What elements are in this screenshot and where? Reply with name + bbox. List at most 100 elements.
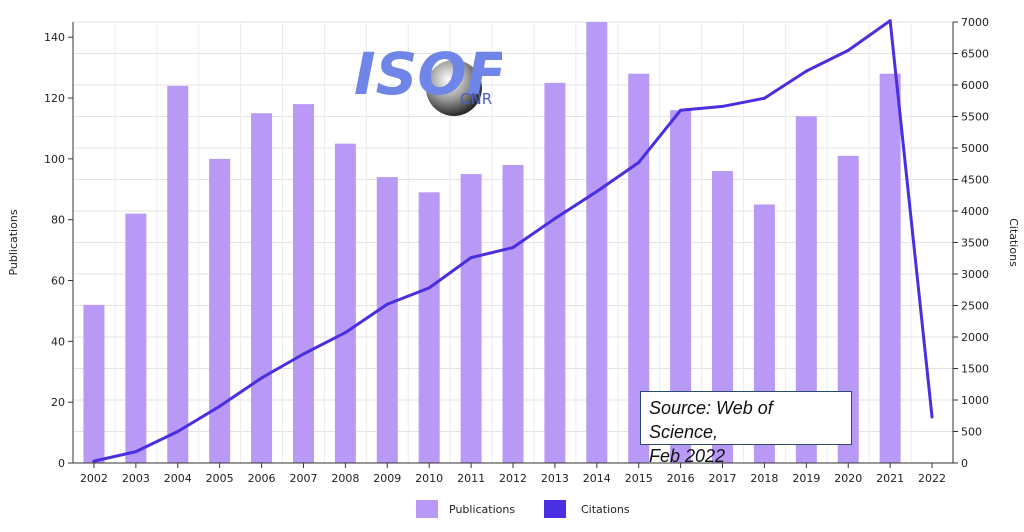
y-tick-label: 120 — [44, 92, 65, 105]
y2-tick-label: 4000 — [961, 205, 989, 218]
point-citations-2014[interactable] — [595, 189, 599, 193]
y2-tick-label: 2000 — [961, 331, 989, 344]
bar-publications-2013[interactable] — [544, 82, 566, 464]
x-tick-label: 2013 — [541, 472, 569, 485]
point-citations-2008[interactable] — [343, 331, 347, 335]
y-tick-label: 140 — [44, 31, 65, 44]
y2-tick-label: 500 — [961, 426, 982, 439]
x-tick-label: 2010 — [415, 472, 443, 485]
x-tick-label: 2005 — [206, 472, 234, 485]
point-citations-2020[interactable] — [846, 48, 850, 52]
x-tick-label: 2016 — [667, 472, 695, 485]
x-tick-label: 2008 — [331, 472, 359, 485]
y-axis-title: Publications — [7, 209, 20, 275]
y-tick-label: 40 — [51, 335, 65, 348]
legend-swatch-citations[interactable] — [544, 500, 566, 518]
source-annotation: Source: Web of Science, Feb 2022 — [640, 391, 852, 466]
bar-publications-2021[interactable] — [879, 73, 901, 464]
point-citations-2011[interactable] — [469, 256, 473, 260]
isof-cnr-logo: ISOF CNR — [352, 38, 502, 118]
x-tick-label: 2019 — [792, 472, 820, 485]
legend-layer: Publications Citations — [416, 500, 630, 518]
y2-tick-label: 6500 — [961, 48, 989, 61]
y2-tick-label: 6000 — [961, 79, 989, 92]
point-citations-2016[interactable] — [679, 108, 683, 112]
source-line-2: Feb 2022 — [649, 446, 726, 466]
bar-publications-2005[interactable] — [209, 158, 231, 464]
x-tick-label: 2002 — [80, 472, 108, 485]
bar-publications-2017[interactable] — [712, 171, 734, 463]
point-citations-2004[interactable] — [176, 430, 180, 433]
bar-publications-2008[interactable] — [334, 143, 356, 464]
point-citations-2005[interactable] — [218, 404, 222, 408]
bar-publications-2020[interactable] — [837, 155, 859, 464]
bar-publications-2007[interactable] — [292, 104, 314, 463]
x-tick-label: 2017 — [709, 472, 737, 485]
bars-layer — [83, 22, 901, 464]
y2-tick-label: 5000 — [961, 142, 989, 155]
y2-tick-label: 0 — [961, 457, 968, 470]
y2-tick-label: 4500 — [961, 174, 989, 187]
y-tick-label: 20 — [51, 396, 65, 409]
y2-tick-label: 3500 — [961, 237, 989, 250]
point-citations-2021[interactable] — [888, 19, 892, 23]
x-tick-label: 2015 — [625, 472, 653, 485]
legend-label-citations[interactable]: Citations — [581, 503, 630, 516]
bar-publications-2019[interactable] — [795, 116, 817, 463]
x-tick-label: 2006 — [248, 472, 276, 485]
point-citations-2017[interactable] — [721, 104, 725, 108]
point-citations-2009[interactable] — [385, 302, 389, 306]
point-citations-2022[interactable] — [930, 415, 934, 419]
x-tick-label: 2012 — [499, 472, 527, 485]
point-citations-2018[interactable] — [762, 96, 766, 100]
x-tick-label: 2003 — [122, 472, 150, 485]
y2-tick-label: 5500 — [961, 111, 989, 124]
source-line-1: Source: Web of Science, — [649, 398, 773, 442]
logo-sub-text: CNR — [460, 90, 492, 108]
y2-tick-label: 2500 — [961, 300, 989, 313]
x-tick-label: 2022 — [918, 472, 946, 485]
x-tick-label: 2011 — [457, 472, 485, 485]
y2-tick-label: 3000 — [961, 268, 989, 281]
y2-tick-label: 1500 — [961, 363, 989, 376]
legend-swatch-publications[interactable] — [416, 500, 438, 518]
bar-publications-2016[interactable] — [670, 110, 692, 463]
bar-publications-2010[interactable] — [418, 192, 440, 463]
x-tick-label: 2014 — [583, 472, 611, 485]
legend-label-publications[interactable]: Publications — [449, 503, 515, 516]
bar-publications-2006[interactable] — [251, 113, 273, 463]
bar-publications-2014[interactable] — [586, 22, 608, 463]
axes-layer: 0 20 40 60 80 100 120 140 0 500 1000 1500 2000 2500 30… — [7, 16, 1020, 485]
point-citations-2019[interactable] — [804, 69, 808, 73]
y2-tick-label: 1000 — [961, 394, 989, 407]
point-citations-2010[interactable] — [427, 286, 431, 290]
bar-publications-2004[interactable] — [167, 85, 189, 464]
bar-publications-2011[interactable] — [460, 174, 482, 463]
bar-publications-2015[interactable] — [628, 73, 650, 464]
point-citations-2003[interactable] — [134, 450, 138, 454]
y2-axis-title: Citations — [1007, 218, 1020, 267]
bar-publications-2009[interactable] — [376, 177, 398, 463]
y-tick-label: 0 — [58, 457, 65, 470]
y-tick-label: 60 — [51, 275, 65, 288]
x-tick-label: 2004 — [164, 472, 192, 485]
x-tick-label: 2020 — [834, 472, 862, 485]
point-citations-2012[interactable] — [511, 246, 515, 250]
line-layer — [92, 19, 934, 463]
y-tick-label: 80 — [51, 214, 65, 227]
bar-publications-2003[interactable] — [125, 213, 147, 463]
x-tick-label: 2018 — [750, 472, 778, 485]
bar-publications-2012[interactable] — [502, 164, 524, 463]
point-citations-2013[interactable] — [553, 217, 557, 221]
logo-main-text: ISOF — [354, 40, 502, 108]
point-citations-2015[interactable] — [637, 160, 641, 164]
y-tick-label: 100 — [44, 153, 65, 166]
x-tick-label: 2021 — [876, 472, 904, 485]
point-citations-2006[interactable] — [260, 376, 264, 380]
point-citations-2002[interactable] — [92, 459, 96, 463]
point-citations-2007[interactable] — [301, 352, 305, 356]
bar-publications-2002[interactable] — [83, 304, 105, 463]
x-tick-label: 2007 — [289, 472, 317, 485]
